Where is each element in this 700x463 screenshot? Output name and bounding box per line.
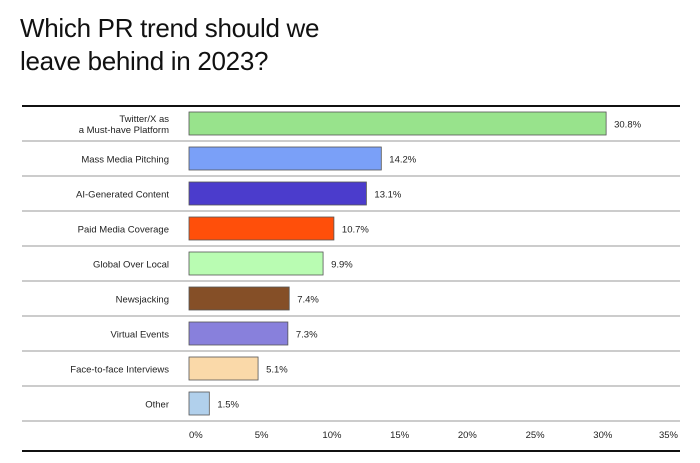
bar [188,146,382,171]
category-label-line: Virtual Events [111,330,170,341]
bar [188,286,290,311]
bar [188,111,607,136]
category-label-line: Face-to-face Interviews [70,365,169,376]
value-label: 30.8% [614,120,641,131]
value-label: 14.2% [389,155,416,166]
category-label: Virtual Events [111,330,170,341]
bar [188,181,367,206]
x-tick-label: 5% [255,430,269,441]
x-tick-label: 10% [322,430,342,441]
x-tick-label: 25% [526,430,546,441]
category-label: Mass Media Pitching [81,155,169,166]
category-label-line: a Must-have Platform [79,125,169,136]
value-label: 10.7% [342,225,369,236]
bar [188,391,210,416]
category-label: Twitter/X as a Must-have Platform [79,114,170,136]
category-label-line: Newsjacking [116,295,169,306]
category-label: Global Over Local [93,260,169,271]
bar [188,216,335,241]
category-label-line: Mass Media Pitching [81,155,169,166]
category-label: Newsjacking [116,295,169,306]
category-label: Face-to-face Interviews [70,365,169,376]
category-label-line: Global Over Local [93,260,169,271]
value-label: 7.3% [296,330,318,341]
bar [188,251,324,276]
bar [188,356,259,381]
x-tick-label: 0% [189,430,203,441]
chart-title: Which PR trend should we leave behind in… [20,12,319,78]
x-tick-label: 35% [659,430,679,441]
category-label-line: AI-Generated Content [76,190,169,201]
category-label: AI-Generated Content [76,190,169,201]
x-tick-label: 15% [390,430,410,441]
chart-title-line-1: Which PR trend should we [20,13,320,43]
value-label: 7.4% [297,295,319,306]
chart-title-line-2: leave behind in 2023? [20,46,269,76]
category-label: Other [145,400,169,411]
value-label: 1.5% [217,400,239,411]
value-label: 9.9% [331,260,353,271]
x-tick-label: 20% [458,430,478,441]
category-label: Paid Media Coverage [78,225,169,236]
value-label: 13.1% [374,190,401,201]
category-label-line: Paid Media Coverage [78,225,169,236]
bar [188,321,289,346]
category-label-line: Other [145,400,169,411]
value-label: 5.1% [266,365,288,376]
category-label-line: Twitter/X as [119,114,169,125]
x-tick-label: 30% [593,430,613,441]
